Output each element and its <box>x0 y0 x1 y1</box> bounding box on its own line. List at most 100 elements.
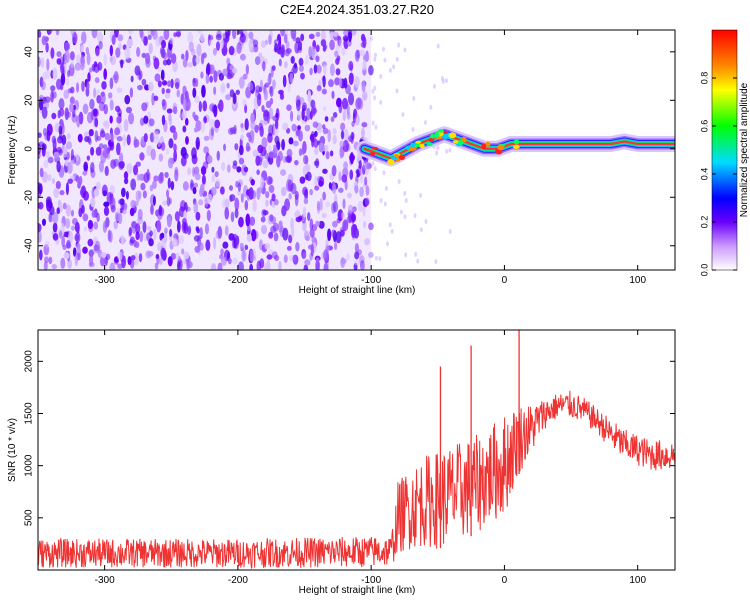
noise-blob <box>75 54 82 65</box>
noise-blob <box>290 217 294 231</box>
noise-blob <box>155 36 161 47</box>
noise-blob <box>356 97 362 109</box>
noise-blob <box>126 163 133 174</box>
noise-blob <box>359 49 366 57</box>
noise-blob <box>230 126 237 135</box>
noise-blob <box>75 82 80 93</box>
noise-blob <box>88 128 94 137</box>
noise-blob <box>267 76 271 84</box>
noise-blob <box>45 150 50 159</box>
noise-blob <box>182 125 187 133</box>
noise-blob <box>197 30 203 34</box>
noise-blob <box>232 160 238 166</box>
noise-blob <box>445 148 449 154</box>
noise-blob <box>110 204 116 213</box>
noise-blob <box>42 71 48 81</box>
signal-blob <box>387 158 395 165</box>
noise-blob <box>313 64 318 74</box>
noise-blob <box>294 160 299 166</box>
noise-blob <box>182 97 187 110</box>
noise-blob <box>411 127 415 133</box>
noise-blob <box>316 85 322 92</box>
noise-blob <box>362 160 368 171</box>
noise-blob <box>51 263 57 270</box>
noise-blob <box>39 81 44 88</box>
noise-blob <box>139 230 144 243</box>
noise-blob <box>392 64 396 70</box>
noise-blob <box>385 241 389 247</box>
noise-blob <box>52 233 59 241</box>
noise-blob <box>255 85 261 94</box>
noise-blob <box>368 222 374 231</box>
noise-blob <box>226 72 233 80</box>
noise-blob <box>103 53 108 66</box>
noise-blob <box>226 164 231 173</box>
noise-blob <box>124 46 131 60</box>
snr-ylabel: SNR (10 * v/v) <box>7 418 18 482</box>
noise-blob <box>284 61 288 69</box>
noise-blob <box>109 99 114 111</box>
noise-blob <box>239 33 246 44</box>
noise-blob <box>161 98 166 107</box>
noise-blob <box>77 181 81 189</box>
noise-blob <box>65 218 71 229</box>
noise-blob <box>47 30 53 35</box>
noise-blob <box>342 198 346 209</box>
noise-blob <box>314 147 319 156</box>
figure-title: C2E4.2024.351.03.27.R20 <box>280 2 434 17</box>
noise-blob <box>164 171 169 178</box>
noise-blob <box>364 176 368 186</box>
noise-blob <box>71 31 78 44</box>
signal-blob <box>414 143 420 148</box>
noise-blob <box>137 84 143 91</box>
noise-blob <box>75 174 80 183</box>
noise-blob <box>88 249 94 258</box>
noise-blob <box>116 207 121 214</box>
noise-blob <box>232 257 238 265</box>
noise-blob <box>46 130 51 142</box>
noise-blob <box>88 67 93 73</box>
noise-blob <box>349 169 354 180</box>
noise-blob <box>81 31 87 44</box>
noise-blob <box>103 144 108 150</box>
noise-blob <box>87 219 94 230</box>
noise-blob <box>334 50 339 58</box>
noise-blob <box>368 65 374 76</box>
noise-blob <box>342 108 347 120</box>
noise-blob <box>242 73 248 80</box>
noise-blob <box>318 180 324 187</box>
noise-blob <box>360 41 366 48</box>
noise-blob <box>87 135 92 144</box>
noise-blob <box>203 146 209 154</box>
noise-blob <box>371 120 375 126</box>
noise-blob <box>444 78 448 84</box>
noise-blob <box>207 154 213 164</box>
noise-blob <box>168 113 173 127</box>
noise-blob <box>296 99 301 112</box>
noise-blob <box>346 253 350 261</box>
noise-blob <box>362 204 366 217</box>
noise-blob <box>330 116 335 123</box>
noise-blob <box>348 212 352 223</box>
noise-blob <box>322 168 328 174</box>
noise-blob <box>343 161 349 170</box>
noise-blob <box>322 127 329 135</box>
noise-blob <box>82 190 90 201</box>
noise-blob <box>44 240 50 248</box>
y-tick-label: 1500 <box>24 402 35 425</box>
noise-blob <box>258 156 263 166</box>
noise-blob <box>130 178 137 191</box>
noise-blob <box>109 262 116 270</box>
noise-blob <box>139 152 145 161</box>
x-tick-label: -100 <box>361 575 381 586</box>
noise-blob <box>201 84 206 98</box>
noise-blob <box>160 48 166 59</box>
noise-blob <box>276 155 281 168</box>
noise-blob <box>93 63 100 73</box>
noise-blob <box>181 53 185 60</box>
noise-blob <box>332 134 337 145</box>
noise-blob <box>61 123 65 135</box>
noise-blob <box>283 33 288 44</box>
noise-blob <box>357 200 364 212</box>
noise-blob <box>265 191 270 199</box>
